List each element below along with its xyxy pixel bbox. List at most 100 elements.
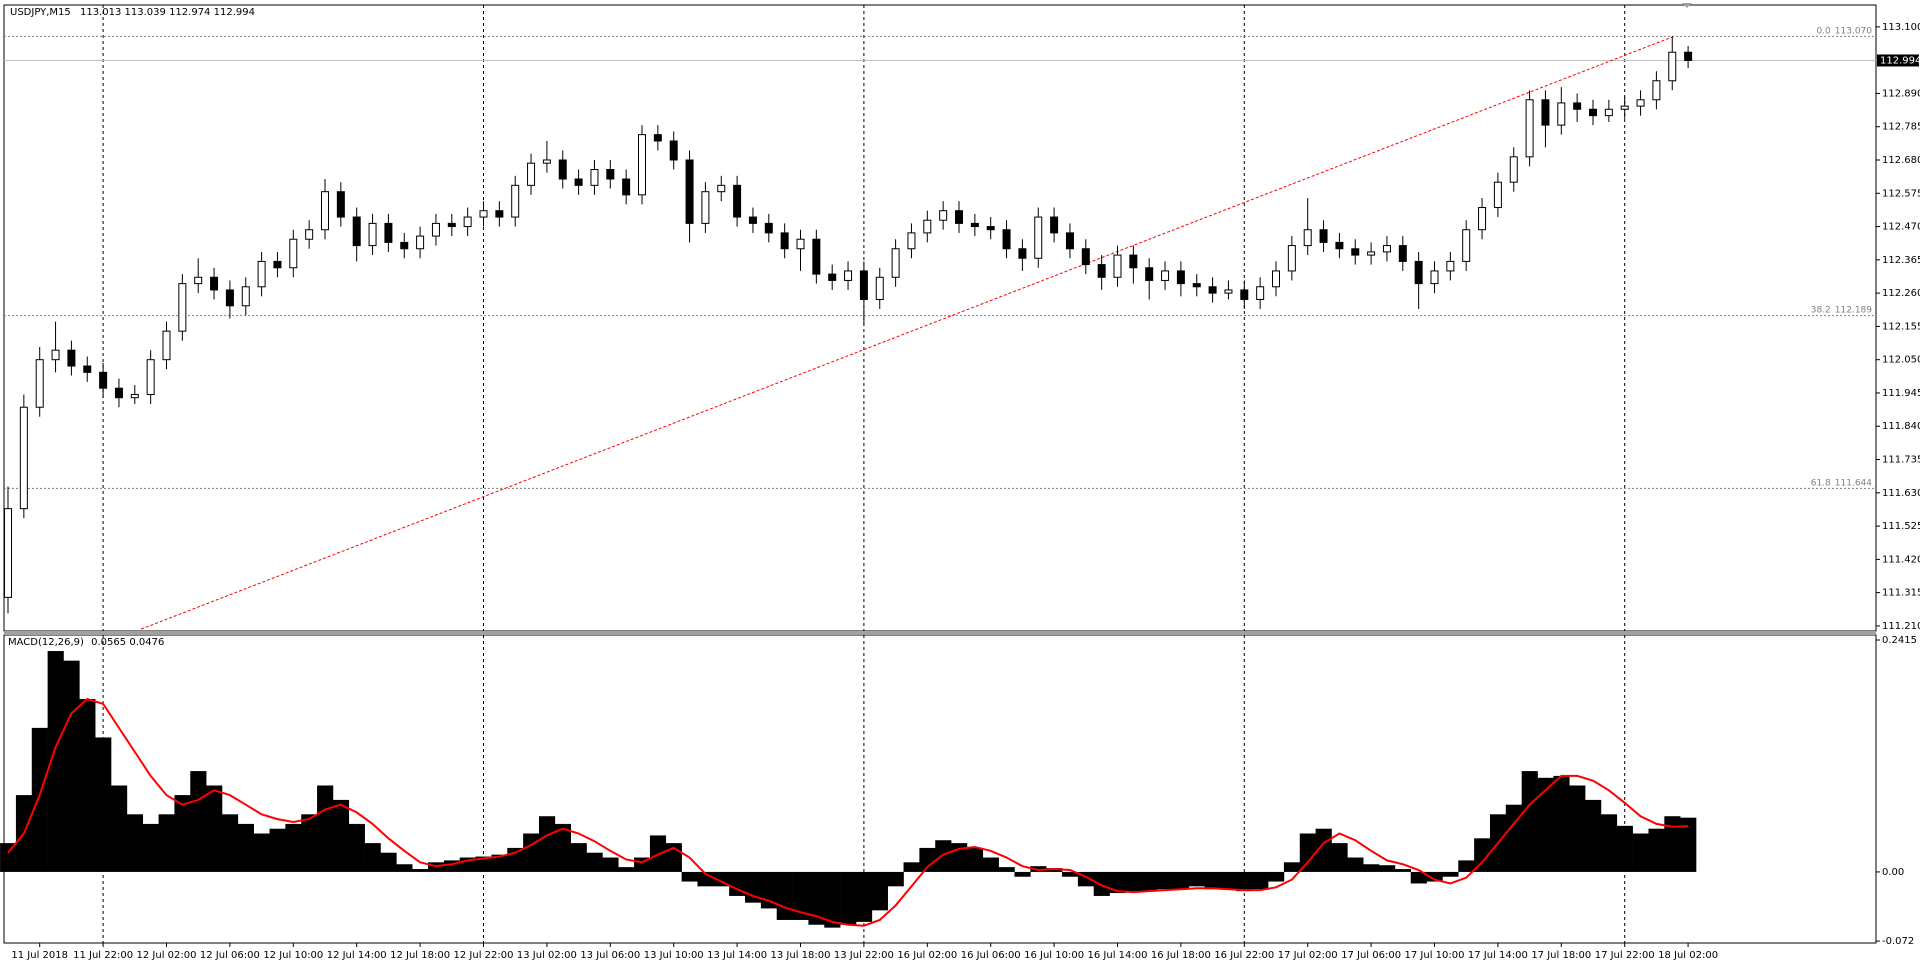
macd-bar bbox=[221, 814, 239, 872]
y-tick-label: 112.680 bbox=[1882, 155, 1920, 166]
candle-body bbox=[431, 222, 440, 237]
candle-body bbox=[1573, 102, 1582, 110]
candle-body bbox=[1161, 270, 1170, 281]
macd-bar bbox=[301, 814, 318, 872]
candle-body bbox=[336, 191, 345, 218]
candle-body bbox=[653, 134, 662, 142]
x-tick-label: 13 Jul 02:00 bbox=[517, 950, 577, 961]
candle-body bbox=[1113, 254, 1122, 278]
macd-bar bbox=[475, 856, 492, 872]
candle-body bbox=[146, 359, 155, 396]
macd-bar bbox=[919, 847, 936, 872]
macd-bar bbox=[206, 785, 223, 872]
y-tick-label: 112.785 bbox=[1882, 122, 1920, 133]
macd-bar bbox=[586, 852, 603, 872]
x-tick-label: 16 Jul 22:00 bbox=[1214, 950, 1274, 961]
candle-body bbox=[400, 241, 409, 250]
candle-body bbox=[1240, 289, 1249, 300]
candle-body bbox=[574, 178, 583, 186]
macd-bar bbox=[1268, 871, 1285, 882]
macd-bar bbox=[190, 771, 207, 872]
x-tick-label: 12 Jul 14:00 bbox=[327, 950, 387, 961]
candle-body bbox=[1462, 229, 1471, 262]
y-tick-label: 113.100 bbox=[1882, 22, 1920, 33]
macd-bar bbox=[1474, 838, 1491, 872]
macd-bar bbox=[618, 867, 635, 872]
x-tick-label: 12 Jul 02:00 bbox=[137, 950, 197, 961]
macd-bar bbox=[1093, 871, 1110, 896]
candle-body bbox=[511, 184, 520, 218]
y-tick-label: 112.890 bbox=[1882, 88, 1920, 99]
x-tick-label: 17 Jul 10:00 bbox=[1405, 950, 1465, 961]
candle-body bbox=[1002, 229, 1011, 250]
macd-bar bbox=[95, 737, 112, 872]
macd-bar bbox=[1379, 865, 1396, 872]
candle-body bbox=[257, 260, 266, 288]
macd-bar bbox=[776, 871, 793, 920]
macd-bar bbox=[126, 814, 144, 872]
candle-body bbox=[1287, 245, 1296, 272]
macd-bar bbox=[317, 785, 334, 872]
macd-bar bbox=[792, 871, 809, 920]
macd-bar bbox=[1331, 843, 1348, 872]
macd-bar bbox=[1442, 871, 1459, 877]
fibo-label: 38.2 112.189 bbox=[1811, 305, 1873, 315]
candle-body bbox=[1684, 51, 1693, 61]
macd-bar bbox=[491, 854, 508, 872]
candle-body bbox=[321, 191, 329, 231]
macd-bar bbox=[507, 847, 524, 872]
current-price-box bbox=[1877, 54, 1919, 67]
macd-name: MACD(12,26,9) bbox=[8, 637, 84, 648]
candle-body bbox=[19, 406, 28, 510]
x-tick-label: 17 Jul 22:00 bbox=[1595, 950, 1655, 961]
x-tick-label: 16 Jul 06:00 bbox=[961, 950, 1021, 961]
symbol: USDJPY,M15 bbox=[10, 7, 71, 18]
macd-bar bbox=[1585, 799, 1602, 872]
candle-body bbox=[638, 134, 646, 196]
x-tick-label: 17 Jul 02:00 bbox=[1278, 950, 1338, 961]
candle-body bbox=[1129, 254, 1138, 269]
macd-bar bbox=[1664, 816, 1681, 872]
candle-body bbox=[1652, 80, 1661, 101]
candle-body bbox=[1272, 270, 1280, 288]
signal-readout: 0.0476 bbox=[129, 637, 164, 648]
x-tick-label: 12 Jul 06:00 bbox=[200, 950, 260, 961]
macd-bar bbox=[364, 843, 381, 872]
macd-bar bbox=[1188, 871, 1205, 887]
candle-body bbox=[527, 162, 536, 186]
candle-body bbox=[1319, 229, 1328, 243]
candle-body bbox=[764, 222, 773, 234]
candle-body bbox=[622, 178, 631, 196]
macd-bar bbox=[602, 857, 619, 872]
candle-body bbox=[542, 159, 551, 164]
macd-bar bbox=[1283, 862, 1301, 872]
shift-marker bbox=[1682, 3, 1692, 8]
quote-low: 112.974 bbox=[169, 7, 210, 18]
macd-bar bbox=[538, 816, 556, 872]
macd-bar bbox=[935, 840, 952, 872]
candle-body bbox=[590, 169, 599, 186]
fibo-level: 0.0 bbox=[1816, 26, 1831, 36]
candle-body bbox=[114, 387, 123, 399]
x-tick-label: 13 Jul 10:00 bbox=[644, 950, 704, 961]
candle-body bbox=[717, 184, 726, 193]
macd-bar bbox=[966, 847, 984, 872]
candle-body bbox=[733, 184, 742, 218]
current-price-label: 112.994 bbox=[1880, 55, 1920, 66]
macd-bar bbox=[1109, 871, 1126, 894]
macd-bar bbox=[412, 869, 429, 872]
y-tick-label: 112.050 bbox=[1882, 355, 1920, 366]
candle-body bbox=[923, 219, 932, 234]
macd-bar bbox=[1600, 814, 1618, 872]
macd-bar bbox=[1204, 871, 1221, 890]
macd-bar bbox=[79, 699, 96, 872]
candle-body bbox=[1192, 283, 1201, 288]
macd-bar bbox=[1236, 871, 1253, 892]
macd-bar bbox=[332, 799, 350, 872]
candle-body bbox=[907, 232, 916, 250]
candle-body bbox=[305, 229, 314, 240]
fibo-level: 61.8 bbox=[1811, 478, 1831, 488]
chart-header: USDJPY,M15 113.013 113.039 112.974 112.9… bbox=[10, 7, 255, 18]
